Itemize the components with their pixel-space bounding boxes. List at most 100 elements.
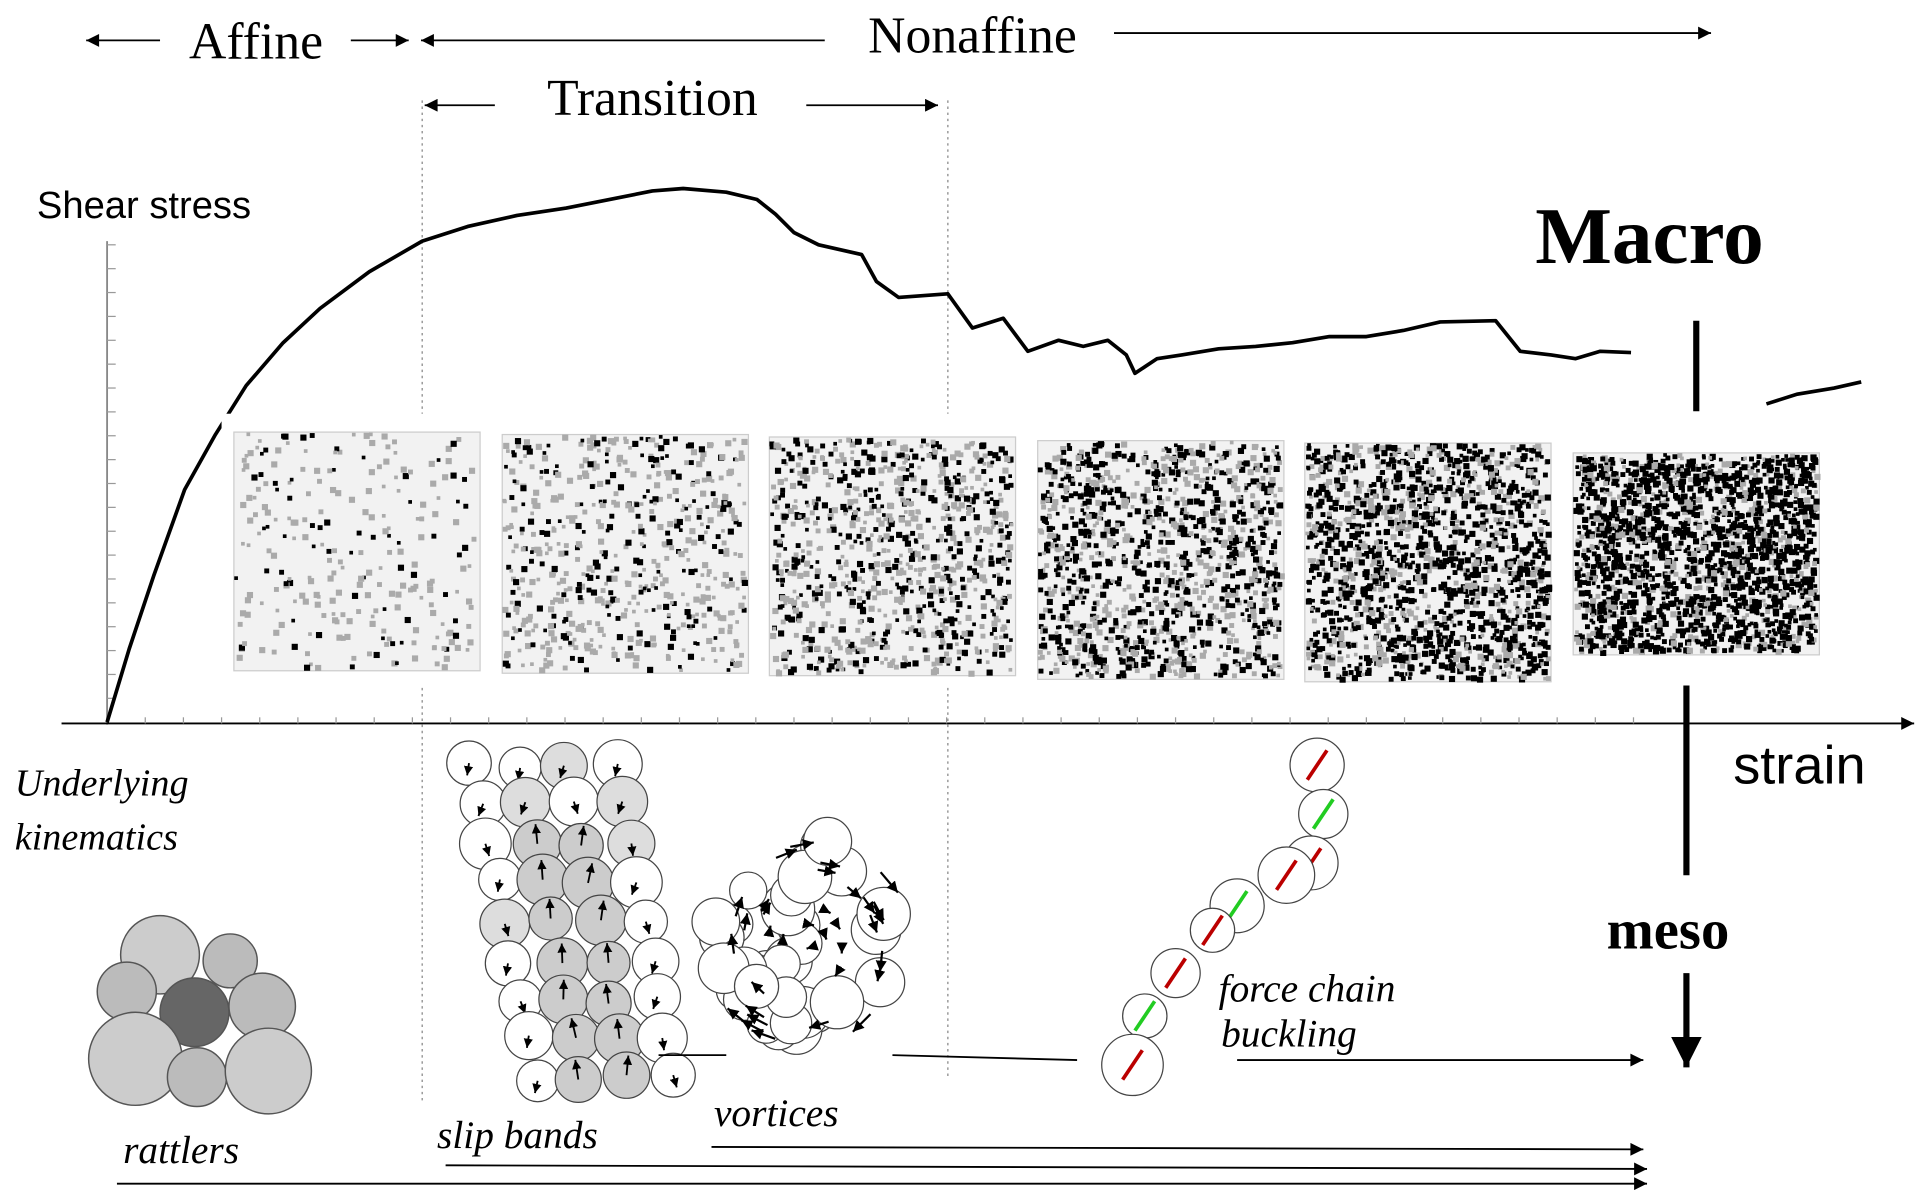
particle bbox=[1104, 470, 1110, 476]
particle bbox=[1448, 639, 1453, 644]
particle bbox=[1095, 573, 1101, 579]
particle bbox=[576, 523, 582, 529]
particle bbox=[1241, 444, 1246, 449]
particle bbox=[1461, 477, 1466, 482]
particle bbox=[807, 664, 813, 670]
particle bbox=[719, 454, 725, 460]
particle bbox=[900, 487, 904, 491]
particle bbox=[933, 489, 937, 493]
particle bbox=[917, 466, 921, 470]
particle bbox=[610, 569, 614, 573]
particle bbox=[1001, 560, 1007, 566]
particle bbox=[290, 478, 294, 482]
particle bbox=[705, 505, 709, 509]
particle bbox=[267, 548, 272, 553]
particle bbox=[544, 531, 550, 537]
particle bbox=[858, 493, 862, 497]
particle bbox=[1417, 492, 1421, 496]
particle bbox=[1345, 517, 1351, 523]
particle bbox=[384, 642, 389, 647]
particle bbox=[1247, 518, 1252, 523]
particle bbox=[1126, 664, 1132, 670]
particle bbox=[647, 588, 651, 592]
particle bbox=[653, 643, 657, 647]
particle bbox=[1811, 606, 1816, 611]
particle bbox=[1360, 459, 1365, 464]
particle bbox=[1264, 521, 1269, 526]
particle bbox=[819, 627, 825, 633]
particle bbox=[931, 669, 937, 675]
particle bbox=[1225, 584, 1230, 589]
particle bbox=[928, 495, 934, 501]
particle bbox=[1326, 479, 1332, 485]
particle bbox=[805, 444, 809, 448]
particle bbox=[1224, 510, 1228, 514]
particle bbox=[381, 636, 385, 640]
particle bbox=[1172, 647, 1178, 653]
particle bbox=[1466, 676, 1471, 681]
particle bbox=[1039, 669, 1044, 674]
particle bbox=[1451, 511, 1455, 515]
particle bbox=[941, 567, 945, 571]
particle bbox=[652, 559, 657, 564]
particle bbox=[430, 610, 436, 616]
particle bbox=[1338, 541, 1344, 547]
particle bbox=[955, 666, 960, 671]
particle bbox=[894, 665, 899, 670]
particle bbox=[1356, 599, 1362, 605]
particle bbox=[988, 561, 994, 567]
particle bbox=[903, 608, 909, 614]
particle bbox=[442, 646, 447, 651]
particle bbox=[312, 545, 316, 549]
particle bbox=[1253, 568, 1257, 572]
particle bbox=[1003, 516, 1008, 521]
particle bbox=[946, 530, 952, 536]
particle bbox=[1480, 490, 1485, 495]
particle bbox=[1524, 562, 1529, 567]
particle bbox=[643, 587, 647, 591]
particle bbox=[1348, 590, 1352, 594]
particle bbox=[1397, 641, 1401, 645]
particle bbox=[1444, 497, 1450, 503]
particle bbox=[1002, 468, 1008, 474]
particle bbox=[596, 575, 600, 579]
particle bbox=[791, 564, 797, 570]
particle bbox=[908, 627, 913, 632]
particle bbox=[939, 633, 944, 638]
particle bbox=[1176, 594, 1180, 598]
particle bbox=[960, 476, 966, 482]
particle bbox=[274, 518, 278, 522]
particle bbox=[844, 512, 848, 516]
particle bbox=[1086, 662, 1090, 666]
particle bbox=[1533, 636, 1538, 641]
particle bbox=[1507, 489, 1513, 495]
particle bbox=[850, 450, 854, 454]
particle bbox=[446, 631, 451, 636]
particle bbox=[1180, 497, 1185, 502]
particle bbox=[1072, 580, 1077, 585]
particle bbox=[1071, 547, 1075, 551]
particle bbox=[828, 655, 832, 659]
particle bbox=[1346, 444, 1350, 448]
page: {"regimes": {"affine": "Affine", "nonaff… bbox=[0, 0, 1924, 1191]
particle bbox=[1267, 465, 1272, 470]
particle bbox=[1467, 449, 1472, 454]
particle bbox=[1516, 464, 1520, 468]
particle bbox=[1538, 653, 1543, 658]
particle bbox=[1064, 491, 1068, 495]
particle bbox=[861, 638, 867, 644]
particle bbox=[374, 652, 380, 658]
particle bbox=[1182, 555, 1187, 560]
particle bbox=[659, 573, 663, 577]
particle bbox=[918, 533, 924, 539]
particle bbox=[263, 481, 268, 486]
particle bbox=[1216, 567, 1221, 572]
particle bbox=[1519, 519, 1524, 524]
particle bbox=[1475, 572, 1481, 578]
particle bbox=[1084, 638, 1089, 643]
particle bbox=[988, 451, 993, 456]
particle bbox=[1517, 594, 1521, 598]
particle bbox=[1424, 666, 1430, 672]
particle bbox=[1398, 586, 1402, 590]
particle bbox=[1532, 532, 1537, 537]
